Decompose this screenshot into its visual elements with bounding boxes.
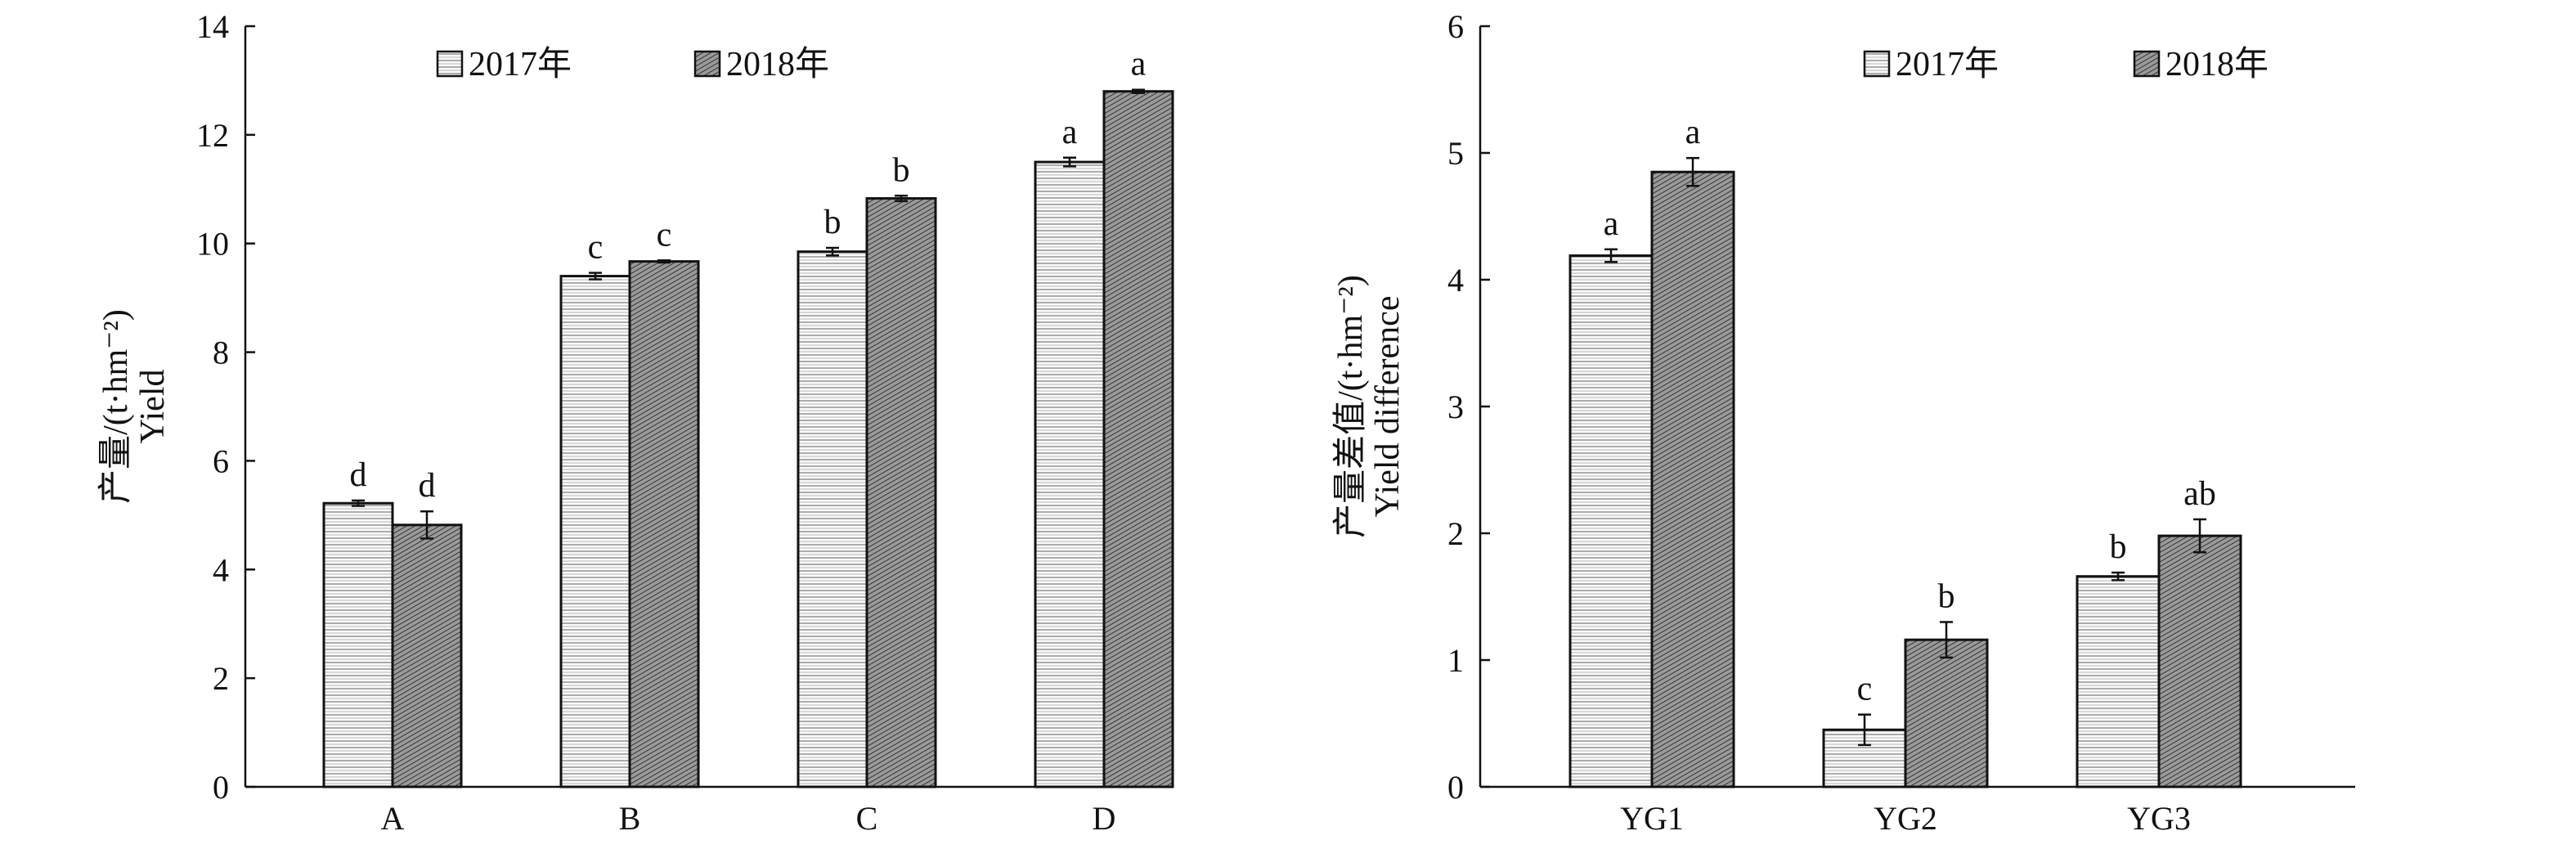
bar-2018-D [1102, 90, 1174, 788]
significance-letter: ab [2183, 475, 2216, 513]
y-tick-label: 0 [213, 769, 229, 806]
legend-swatch [2133, 50, 2161, 78]
significance-letter: a [1604, 205, 1619, 243]
yield-chart: 0 2 4 6 8 10 12 14 产量/(t·hm⁻²) Yield A B C Dd c b a 2017年… [97, 8, 1174, 837]
y-tick-label: 2 [1447, 515, 1464, 552]
significance-letter: a [1685, 114, 1701, 151]
x-tick-label: YG1 [1620, 800, 1684, 837]
legend-label: 2017年 [1896, 45, 1999, 83]
significance-letter: b [824, 204, 841, 241]
y-tick-label: 10 [196, 226, 229, 263]
significance-letter: b [1938, 578, 1955, 616]
bar-2017-D [1034, 160, 1106, 788]
y-axis-label-cn: 产量差值/(t·hm⁻²) [1332, 275, 1370, 538]
bar-2018-YG1 [1650, 170, 1735, 788]
legend-swatch [1863, 50, 1891, 78]
significance-letter: c [1857, 671, 1873, 708]
bar-2017-YG1 [1568, 254, 1654, 788]
legend-label: 2017年 [469, 45, 572, 83]
bar-2018-YG3 [2157, 534, 2242, 788]
y-tick-label: 14 [196, 8, 229, 45]
y-tick-label: 3 [1447, 389, 1464, 425]
y-tick-label: 6 [213, 442, 229, 479]
bar-2017-C [797, 250, 868, 788]
x-tick-label: YG2 [1874, 800, 1937, 837]
significance-letter: a [1131, 46, 1147, 83]
y-tick-label: 8 [213, 335, 229, 371]
y-axis-label-en: Yield difference [1369, 296, 1407, 518]
bar-2017-YG3 [2076, 575, 2161, 788]
y-tick-label: 12 [196, 117, 229, 154]
bar-2017-A [322, 501, 394, 788]
legend-label: 2018年 [726, 45, 829, 83]
y-tick-label: 1 [1447, 642, 1464, 679]
y-tick-label: 6 [1447, 8, 1464, 45]
x-tick-label: YG3 [2127, 800, 2191, 837]
significance-letter: a [1062, 114, 1078, 151]
significance-letter: b [893, 151, 910, 189]
bar-2018-C [865, 197, 937, 788]
significance-letter: d [419, 467, 436, 505]
y-axis-label-cn: 产量/(t·hm⁻²) [97, 309, 135, 504]
significance-letter: c [657, 216, 672, 254]
y-axis-label-en: Yield [134, 370, 172, 444]
bar-2018-B [628, 260, 700, 788]
x-tick-label: A [381, 800, 405, 837]
legend-label: 2018年 [2165, 45, 2269, 83]
y-tick-label: 0 [1447, 769, 1464, 806]
bar-2017-B [559, 275, 631, 788]
x-tick-label: D [1093, 800, 1116, 837]
y-tick-label: 2 [213, 660, 229, 697]
significance-letter: d [350, 456, 367, 494]
bar-2018-YG2 [1904, 638, 1989, 788]
y-tick-label: 4 [213, 551, 229, 588]
x-tick-label: B [619, 800, 641, 837]
legend-swatch [436, 50, 464, 78]
significance-letter: b [2110, 528, 2127, 566]
y-tick-label: 5 [1447, 135, 1464, 172]
x-tick-label: C [856, 800, 878, 837]
yield-difference-chart: 0 1 2 3 4 5 6 产量差值/(t·hm⁻²) Yield difference YG1 Y… [1332, 8, 2355, 837]
legend-swatch [693, 50, 721, 78]
significance-letter: c [588, 229, 604, 267]
bar-2018-A [391, 523, 463, 788]
y-tick-label: 4 [1447, 262, 1464, 299]
